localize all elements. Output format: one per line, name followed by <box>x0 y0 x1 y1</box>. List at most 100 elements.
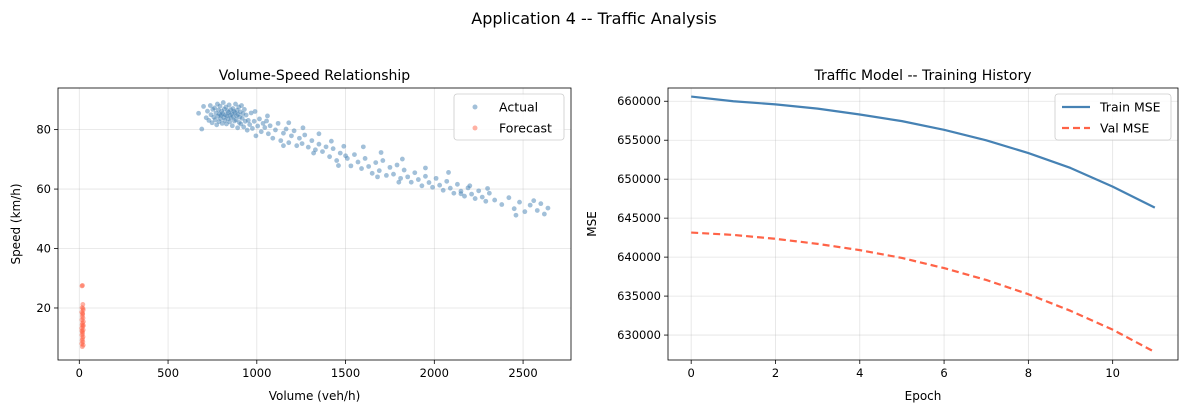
scatter-point-actual <box>412 170 418 176</box>
scatter-point-actual <box>253 133 259 139</box>
scatter-point-actual <box>396 179 402 185</box>
scatter-point-actual <box>405 174 411 180</box>
y-tick-label: 645000 <box>617 211 661 225</box>
scatter-point-forecast <box>79 344 85 350</box>
scatter-point-actual <box>492 197 498 203</box>
scatter-point-actual <box>531 198 537 204</box>
scatter-point-actual <box>309 138 315 144</box>
scatter-point-actual <box>355 159 361 165</box>
scatter-point-actual <box>205 108 210 114</box>
figure-suptitle: Application 4 -- Traffic Analysis <box>471 9 716 28</box>
scatter-point-actual <box>201 104 206 109</box>
scatter-point-actual <box>341 143 347 149</box>
scatter-point-actual <box>212 105 217 111</box>
scatter-point-actual <box>258 129 264 135</box>
legend-label-actual: Actual <box>499 100 538 115</box>
scatter-points <box>79 100 551 350</box>
scatter-point-actual <box>334 158 340 163</box>
scatter-point-actual <box>343 153 348 159</box>
scatter-point-actual <box>454 181 460 187</box>
scatter-point-actual <box>233 117 239 123</box>
scatter-point-actual <box>245 118 251 123</box>
scatter-point-actual <box>522 209 528 215</box>
y-tick-label: 660000 <box>617 94 661 108</box>
scatter-y-axis-label: Speed (km/h) <box>9 183 23 264</box>
scatter-point-actual <box>506 195 512 201</box>
y-tick-label: 650000 <box>617 172 661 186</box>
scatter-point-actual <box>270 135 276 141</box>
scatter-point-actual <box>446 170 451 175</box>
scatter-point-actual <box>534 208 540 213</box>
scatter-point-actual <box>430 184 435 190</box>
x-tick-label: 0 <box>688 366 695 380</box>
x-tick-label: 2000 <box>420 366 449 380</box>
scatter-point-actual <box>472 196 478 201</box>
scatter-point-actual <box>227 119 233 125</box>
scatter-point-actual <box>545 205 551 211</box>
scatter-point-actual <box>249 126 255 131</box>
scatter-point-actual <box>447 185 453 191</box>
scatter-point-actual <box>264 118 269 124</box>
x-tick-label: 1500 <box>331 366 360 380</box>
scatter-point-actual <box>251 118 257 124</box>
scatter-point-actual <box>469 191 474 197</box>
scatter-point-actual <box>440 187 446 193</box>
scatter-point-actual <box>265 113 270 119</box>
scatter-point-forecast <box>80 282 85 288</box>
legend-marker-actual <box>472 104 478 110</box>
line-series <box>691 95 1156 354</box>
scatter-point-actual <box>476 188 482 194</box>
scatter-point-actual <box>217 103 223 109</box>
scatter-point-actual <box>337 150 343 156</box>
scatter-point-actual <box>239 115 245 121</box>
scatter-point-actual <box>467 183 473 189</box>
scatter-point-actual <box>316 141 322 147</box>
scatter-point-actual <box>462 193 467 199</box>
scatter-point-actual <box>229 123 235 129</box>
scatter-point-actual <box>300 125 306 131</box>
scatter-plot-frame <box>57 87 572 361</box>
line-y-axis-label: MSE <box>585 211 599 237</box>
scatter-point-actual <box>423 173 428 179</box>
scatter-point-actual <box>541 211 547 217</box>
scatter-point-actual <box>281 143 286 149</box>
scatter-point-actual <box>291 128 297 134</box>
scatter-point-actual <box>323 144 329 150</box>
scatter-point-actual <box>278 138 284 144</box>
legend-label-forecast: Forecast <box>499 121 552 136</box>
scatter-point-actual <box>289 133 294 139</box>
scatter-point-actual <box>244 127 250 133</box>
scatter-x-axis-label: Volume (veh/h) <box>269 389 361 403</box>
y-tick-label: 20 <box>36 301 51 315</box>
scatter-point-actual <box>281 130 286 136</box>
scatter-point-forecast <box>80 310 86 316</box>
scatter-point-actual <box>383 172 389 178</box>
scatter-point-actual <box>299 141 305 146</box>
scatter-point-actual <box>235 125 241 131</box>
y-tick-label: 630000 <box>617 328 661 342</box>
scatter-point-actual <box>247 122 253 127</box>
scatter-point-actual <box>262 125 268 130</box>
y-tick-label: 655000 <box>617 133 661 147</box>
scatter-point-actual <box>320 149 325 155</box>
scatter-point-actual <box>239 103 244 108</box>
scatter-point-actual <box>369 170 375 176</box>
legend-label-val: Val MSE <box>1100 121 1149 136</box>
scatter-point-actual <box>527 202 533 208</box>
scatter-point-actual <box>359 166 364 171</box>
scatter-point-actual <box>360 144 366 150</box>
scatter-point-actual <box>311 150 317 156</box>
line-x-axis-label: Epoch <box>905 389 942 403</box>
scatter-point-actual <box>305 144 311 150</box>
line-axis-ticks: 0 2 4 6 8 10 630000 635000 640000 645000 650000 655… <box>617 94 1120 380</box>
scatter-point-actual <box>423 165 428 171</box>
scatter-point-actual <box>286 140 292 146</box>
y-tick-label: 640000 <box>617 250 661 264</box>
scatter-point-actual <box>328 138 334 144</box>
scatter-point-actual <box>485 186 490 191</box>
scatter-point-actual <box>362 156 368 161</box>
scatter-point-actual <box>286 120 292 126</box>
scatter-point-actual <box>226 102 232 108</box>
scatter-point-actual <box>486 190 492 196</box>
